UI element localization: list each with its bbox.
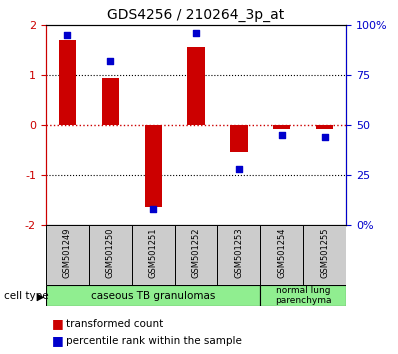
Bar	[273, 125, 291, 129]
Text: normal lung
parenchyma: normal lung parenchyma	[275, 286, 332, 305]
Bar	[217, 225, 260, 285]
Text: GSM501253: GSM501253	[234, 228, 244, 279]
Point	[279, 132, 285, 138]
Point	[107, 58, 113, 64]
Text: GSM501250: GSM501250	[105, 228, 115, 278]
Bar	[89, 225, 132, 285]
Text: GSM501249: GSM501249	[63, 228, 72, 278]
Bar	[175, 225, 217, 285]
Bar	[260, 225, 303, 285]
Bar	[260, 285, 346, 306]
Bar	[187, 47, 205, 125]
Bar	[303, 225, 346, 285]
Title: GDS4256 / 210264_3p_at: GDS4256 / 210264_3p_at	[107, 8, 285, 22]
Bar	[316, 125, 334, 129]
Bar	[132, 225, 175, 285]
Text: ■: ■	[52, 334, 64, 347]
Point	[236, 166, 242, 172]
Bar	[59, 40, 76, 125]
Text: ■: ■	[52, 318, 64, 330]
Bar	[230, 125, 248, 152]
Text: GSM501254: GSM501254	[277, 228, 287, 278]
Bar	[46, 285, 260, 306]
Text: cell type: cell type	[4, 291, 49, 301]
Bar	[101, 78, 119, 125]
Point	[150, 206, 156, 212]
Bar	[46, 225, 89, 285]
Text: GSM501251: GSM501251	[148, 228, 158, 278]
Point	[322, 134, 328, 139]
Text: ▶: ▶	[37, 291, 45, 301]
Text: transformed count: transformed count	[66, 319, 163, 329]
Text: GSM501255: GSM501255	[320, 228, 329, 278]
Text: percentile rank within the sample: percentile rank within the sample	[66, 336, 242, 346]
Text: GSM501252: GSM501252	[191, 228, 201, 278]
Point	[64, 32, 70, 38]
Bar	[144, 125, 162, 207]
Point	[193, 30, 199, 36]
Text: caseous TB granulomas: caseous TB granulomas	[91, 291, 215, 301]
